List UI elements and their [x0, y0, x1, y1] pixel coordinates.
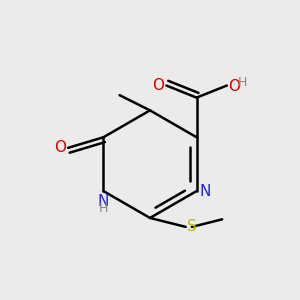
Text: O: O [54, 140, 66, 155]
Text: H: H [238, 76, 247, 89]
Text: N: N [200, 184, 212, 199]
Text: H: H [99, 202, 108, 215]
Text: N: N [98, 194, 109, 209]
Text: O: O [228, 80, 240, 94]
Text: S: S [187, 219, 197, 234]
Text: O: O [152, 78, 164, 93]
